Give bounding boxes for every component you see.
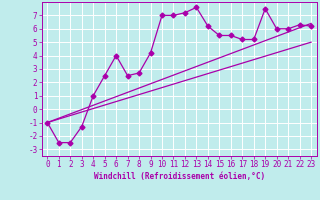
- X-axis label: Windchill (Refroidissement éolien,°C): Windchill (Refroidissement éolien,°C): [94, 172, 265, 181]
